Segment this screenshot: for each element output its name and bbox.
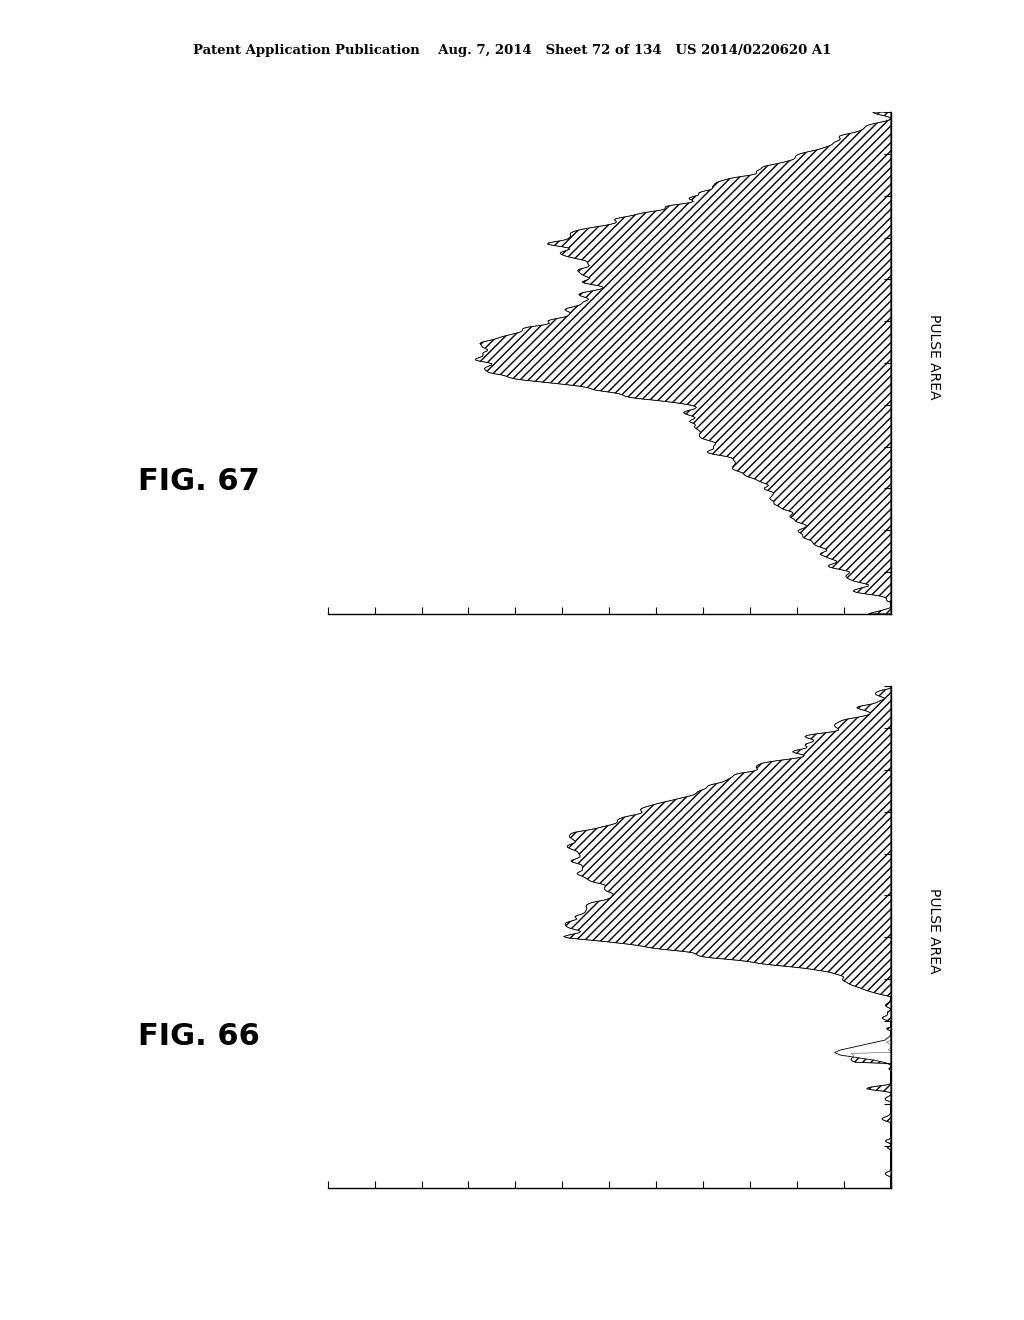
Polygon shape	[835, 1035, 891, 1065]
Text: Patent Application Publication    Aug. 7, 2014   Sheet 72 of 134   US 2014/02206: Patent Application Publication Aug. 7, 2…	[193, 44, 831, 57]
Text: FIG. 67: FIG. 67	[138, 467, 260, 496]
Text: FIG. 66: FIG. 66	[138, 1022, 260, 1051]
Polygon shape	[563, 686, 891, 1188]
Text: PULSE AREA: PULSE AREA	[927, 314, 941, 399]
Text: PULSE AREA: PULSE AREA	[927, 888, 941, 973]
Polygon shape	[475, 112, 891, 614]
